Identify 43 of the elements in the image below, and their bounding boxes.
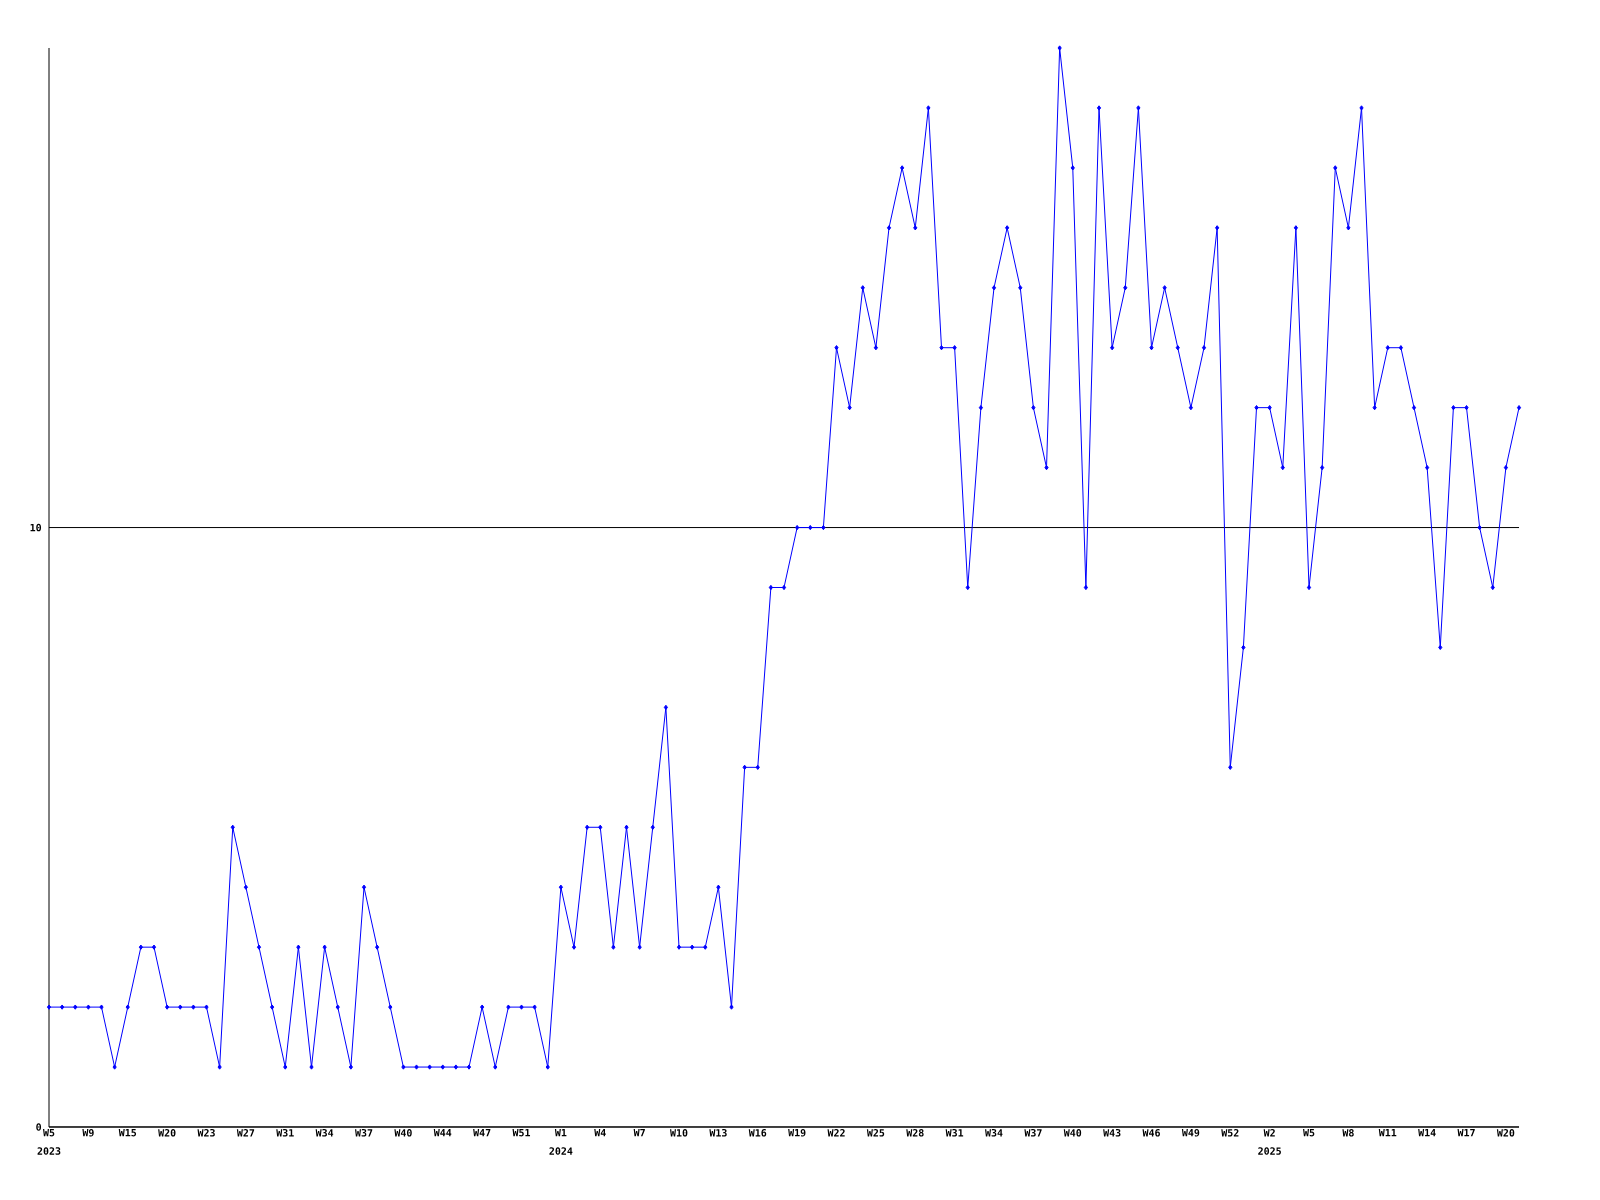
y-tick-label: 0 — [36, 1123, 42, 1131]
x-tick-label: W43 — [1103, 1129, 1121, 1137]
x-tick-label: W5 — [1303, 1129, 1315, 1137]
x-tick-label: W28 — [906, 1129, 924, 1137]
x-tick-label: W23 — [197, 1129, 215, 1137]
x-tick-label: W2 — [1263, 1129, 1275, 1137]
text: 2024 — [549, 1147, 573, 1155]
x-tick-label: W9 — [82, 1129, 94, 1137]
x-tick-label: W27 — [236, 1129, 255, 1137]
x-tick-label: W11 — [1378, 1129, 1397, 1137]
x-tick-label: W10 — [670, 1129, 688, 1137]
x-tick-label: W13 — [709, 1129, 727, 1137]
x-tick-label: W5 — [43, 1129, 55, 1137]
x-tick-label: W4 — [594, 1129, 606, 1137]
text: 2025 — [1258, 1147, 1281, 1155]
x-tick-label: W1 — [554, 1129, 567, 1137]
x-tick-label: W40 — [1063, 1129, 1082, 1137]
x-tick-label: W49 — [1181, 1129, 1200, 1137]
x-tick-label: W34 — [315, 1129, 334, 1137]
x-tick-label: W40 — [394, 1129, 412, 1137]
x-tick-label: W37 — [1024, 1129, 1042, 1137]
x-tick-label: W16 — [748, 1129, 767, 1137]
x-tick-label: W17 — [1457, 1129, 1475, 1137]
x-tick-label: W47 — [473, 1129, 491, 1137]
y-tick-label: 10 — [30, 523, 42, 532]
x-tick-label: W44 — [433, 1129, 452, 1137]
x-tick-label: W25 — [866, 1129, 885, 1137]
x-tick-label: W19 — [788, 1129, 806, 1137]
x-tick-label: W22 — [827, 1129, 845, 1137]
x-tick-label: W20 — [1496, 1129, 1515, 1137]
x-tick-label: W51 — [512, 1129, 531, 1137]
x-tick-label: W15 — [118, 1129, 137, 1137]
x-tick-label: W37 — [355, 1129, 373, 1137]
x-tick-label: W8 — [1342, 1129, 1354, 1137]
x-tick-label: W20 — [158, 1129, 176, 1137]
x-tick-label: W14 — [1418, 1129, 1436, 1137]
x-tick-label: W7 — [633, 1129, 645, 1137]
x-tick-label: W31 — [276, 1129, 294, 1137]
x-tick-label: W52 — [1221, 1129, 1239, 1137]
text: 2023 — [37, 1147, 61, 1155]
x-tick-label: W46 — [1142, 1129, 1160, 1137]
x-tick-label: W34 — [985, 1129, 1003, 1137]
x-tick-label: W31 — [945, 1129, 964, 1137]
